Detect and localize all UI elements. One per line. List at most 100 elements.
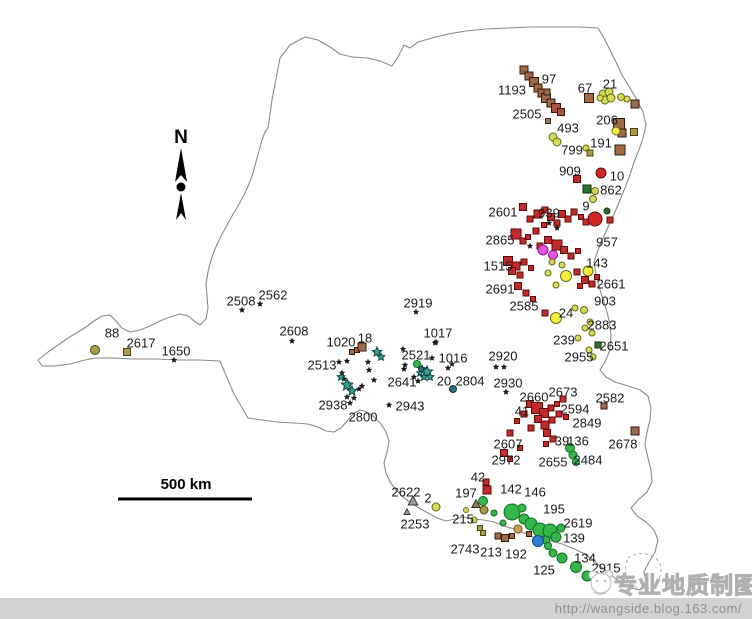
sample-symbol-ci (623, 95, 631, 103)
sample-symbol-sq (516, 271, 524, 279)
sample-symbol-ci (572, 458, 580, 466)
sample-label-2800: 2800 (349, 410, 378, 425)
sample-symbol-sq (526, 215, 534, 223)
sample-symbol-ci (431, 502, 441, 512)
sample-label-799: 799 (561, 143, 583, 158)
sample-symbol-sq (357, 342, 367, 352)
sample-label-2585: 2585 (510, 299, 539, 314)
sample-label-9: 9 (582, 199, 589, 214)
sample-symbol-ci (588, 329, 596, 337)
sample-symbol-ci (589, 195, 597, 203)
sample-label-142: 142 (500, 482, 522, 497)
sample-label-2678: 2678 (609, 437, 638, 452)
sample-symbol-sq (530, 296, 536, 302)
sample-label-1020: 1020 (327, 335, 356, 350)
north-label: N (174, 127, 188, 148)
sample-symbol-sq (586, 149, 594, 157)
sample-label-21: 21 (603, 77, 617, 92)
sample-symbol-tri (403, 507, 411, 515)
north-arrow-hub (176, 182, 186, 192)
sample-label-2617: 2617 (127, 336, 156, 351)
sample-label-2915: 2915 (592, 561, 621, 576)
sample-label-2253: 2253 (401, 517, 430, 532)
scale-bar: 500 km (118, 476, 252, 501)
sample-symbol-sq (520, 258, 528, 266)
sample-symbol-sq (519, 65, 529, 75)
sample-label-146: 146 (524, 485, 546, 500)
sample-label-20: 20 (437, 374, 451, 389)
footer-url: http://wangside.blog.163.com/ (554, 601, 742, 616)
sample-label-1017: 1017 (424, 326, 453, 341)
sample-symbol-ci (550, 531, 562, 543)
sample-symbol-ast (358, 382, 366, 389)
sample-symbol-ci (617, 93, 625, 101)
sample-symbol-ast (340, 375, 348, 382)
sample-label-2849: 2849 (573, 416, 602, 431)
sample-symbol-sq (501, 534, 509, 542)
sample-symbol-sq (582, 184, 592, 194)
sample-symbol-ci (548, 250, 558, 260)
map-symbols (90, 65, 640, 582)
sample-symbol-sq (547, 404, 555, 412)
north-arrow-upper-needle (175, 148, 187, 182)
sample-symbol-sq (551, 239, 563, 251)
sample-symbol-sq (588, 280, 596, 288)
sample-symbol-sq (522, 289, 530, 297)
sample-symbol-ci (479, 505, 489, 515)
sample-symbol-sq (500, 449, 508, 457)
sample-symbol-ast (256, 300, 264, 307)
sample-label-2582: 2582 (596, 391, 625, 406)
sample-symbol-ci (587, 211, 603, 227)
sample-label-2972: 2972 (492, 453, 521, 468)
sample-symbol-sq (514, 282, 522, 290)
footer-bar: http://wangside.blog.163.com/ (0, 598, 752, 619)
sample-symbol-st (376, 351, 386, 362)
sample-symbol-sq (564, 215, 572, 223)
sample-symbol-sq (606, 216, 614, 224)
sample-symbol-ast (414, 377, 422, 384)
sample-symbol-sq (510, 228, 522, 240)
sample-symbol-sq (575, 248, 581, 254)
sample-label-2562: 2562 (259, 288, 288, 303)
sample-symbol-sq (577, 283, 583, 289)
sample-label-206: 206 (596, 113, 618, 128)
sample-label-2920: 2920 (489, 349, 518, 364)
sample-symbol-st (340, 377, 354, 391)
sample-symbol-ci (571, 304, 579, 312)
sample-label-213: 213 (480, 545, 502, 560)
sample-symbol-ast (400, 365, 408, 372)
sample-symbol-ci (413, 360, 421, 368)
sample-label-493: 493 (557, 121, 579, 136)
sample-label-2607: 2607 (494, 437, 523, 452)
sample-symbol-ast (432, 338, 440, 345)
sample-label-2660: 2660 (520, 390, 549, 405)
sample-symbol-sq (507, 456, 513, 462)
sample-symbol-sq (349, 349, 355, 355)
sample-symbol-st (336, 371, 346, 382)
sample-symbol-ci (90, 345, 100, 355)
sample-symbol-ci (596, 94, 604, 102)
sample-label-957: 957 (596, 235, 618, 250)
sample-symbol-sq (519, 203, 527, 211)
sample-symbol-ast (502, 388, 510, 395)
sample-symbol-ast (385, 401, 393, 408)
sample-symbol-ast (355, 385, 363, 392)
sample-symbol-ast (365, 366, 373, 373)
sample-symbol-ci (568, 450, 578, 460)
sample-symbol-ast (343, 357, 351, 364)
sample-symbol-tri (470, 498, 482, 508)
sample-symbol-sq (560, 246, 568, 254)
sample-symbol-ci (544, 269, 552, 277)
sample-symbol-ast (492, 363, 500, 370)
sample-symbol-ci (586, 318, 594, 326)
sample-label-2955: 2955 (565, 350, 594, 365)
sample-label-143: 143 (586, 256, 608, 271)
sample-symbol-sq (503, 256, 513, 266)
sample-label-2743: 2743 (451, 542, 480, 557)
sample-symbol-ci (503, 503, 521, 521)
sample-label-195: 195 (543, 502, 565, 517)
sample-symbol-ast (444, 364, 452, 371)
sample-symbol-ci (556, 552, 568, 564)
sample-label-24: 24 (559, 306, 573, 321)
